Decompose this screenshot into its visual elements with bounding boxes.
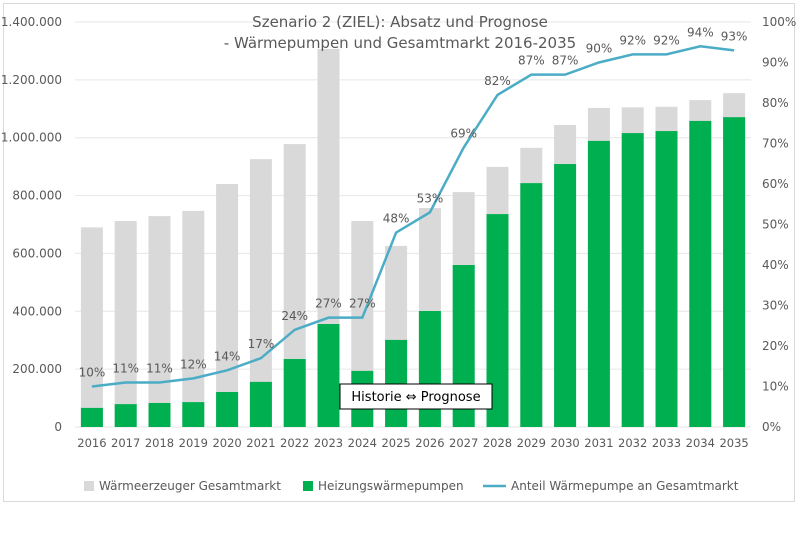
x-tick-label: 2035 bbox=[719, 436, 748, 450]
bar-waermepumpen bbox=[216, 391, 239, 427]
y2-tick-label: 0% bbox=[762, 420, 781, 434]
bar-waermepumpen bbox=[182, 402, 205, 427]
data-label: 94% bbox=[687, 25, 714, 39]
annotation-text: Historie ⇔ Prognose bbox=[351, 390, 480, 405]
x-tick-label: 2021 bbox=[246, 436, 275, 450]
y-tick-label: 800.000 bbox=[12, 189, 62, 203]
x-tick-label: 2022 bbox=[280, 436, 309, 450]
bar-waermepumpen bbox=[148, 402, 171, 427]
bar-gesamtmarkt bbox=[182, 210, 205, 427]
y2-tick-label: 40% bbox=[762, 258, 789, 272]
x-tick-label: 2031 bbox=[584, 436, 613, 450]
data-label: 24% bbox=[281, 309, 308, 323]
data-label: 27% bbox=[315, 297, 342, 311]
y2-tick-label: 60% bbox=[762, 177, 789, 191]
bar-waermepumpen bbox=[249, 381, 272, 427]
data-label: 92% bbox=[653, 33, 680, 47]
data-label: 10% bbox=[79, 366, 106, 380]
data-label: 11% bbox=[146, 361, 173, 375]
x-tick-label: 2023 bbox=[314, 436, 343, 450]
x-tick-label: 2029 bbox=[517, 436, 546, 450]
x-tick-label: 2018 bbox=[145, 436, 174, 450]
data-label: 17% bbox=[248, 337, 275, 351]
y2-tick-label: 30% bbox=[762, 299, 789, 313]
x-tick-label: 2027 bbox=[449, 436, 478, 450]
data-label: 87% bbox=[552, 54, 579, 68]
bar-waermepumpen bbox=[554, 164, 577, 427]
data-label: 87% bbox=[518, 54, 545, 68]
data-label: 69% bbox=[450, 127, 477, 141]
x-tick-label: 2017 bbox=[111, 436, 140, 450]
bar-waermepumpen bbox=[283, 359, 306, 427]
y2-tick-label: 70% bbox=[762, 137, 789, 151]
bar-waermepumpen bbox=[587, 140, 610, 427]
y2-tick-label: 50% bbox=[762, 218, 789, 232]
y-tick-label: 1.000.000 bbox=[1, 131, 62, 145]
data-label: 48% bbox=[383, 212, 410, 226]
x-tick-label: 2024 bbox=[348, 436, 377, 450]
data-label: 92% bbox=[619, 33, 646, 47]
data-label: 27% bbox=[349, 297, 376, 311]
data-label: 14% bbox=[214, 349, 241, 363]
x-tick-label: 2025 bbox=[381, 436, 410, 450]
bar-waermepumpen bbox=[486, 214, 509, 427]
data-label: 53% bbox=[417, 191, 444, 205]
bar-waermepumpen bbox=[114, 404, 137, 427]
y2-tick-label: 10% bbox=[762, 380, 789, 394]
bar-gesamtmarkt bbox=[148, 216, 171, 427]
x-tick-label: 2030 bbox=[550, 436, 579, 450]
data-label: 93% bbox=[721, 29, 748, 43]
y2-tick-label: 80% bbox=[762, 96, 789, 110]
chart-title-line2: - Wärmepumpen und Gesamtmarkt 2016-2035 bbox=[224, 34, 576, 52]
x-tick-label: 2020 bbox=[212, 436, 241, 450]
y-tick-label: 200.000 bbox=[12, 362, 62, 376]
data-label: 11% bbox=[112, 361, 139, 375]
bar-waermepumpen bbox=[385, 339, 408, 427]
y2-tick-label: 100% bbox=[762, 15, 796, 29]
legend-swatch-waermepumpen bbox=[303, 481, 313, 491]
data-label: 90% bbox=[586, 42, 613, 56]
bar-gesamtmarkt bbox=[114, 221, 137, 427]
bar-waermepumpen bbox=[723, 117, 746, 428]
bar-waermepumpen bbox=[621, 133, 644, 428]
chart-frame bbox=[3, 3, 795, 502]
bar-waermepumpen bbox=[689, 120, 712, 427]
y-tick-label: 600.000 bbox=[12, 246, 62, 260]
legend-label: Heizungswärmepumpen bbox=[318, 479, 464, 493]
y-tick-label: 0 bbox=[54, 420, 62, 434]
bar-waermepumpen bbox=[520, 183, 543, 427]
x-tick-label: 2026 bbox=[415, 436, 444, 450]
bar-gesamtmarkt bbox=[216, 184, 239, 427]
y2-tick-label: 90% bbox=[762, 56, 789, 70]
data-label: 82% bbox=[484, 74, 511, 88]
y-tick-label: 400.000 bbox=[12, 304, 62, 318]
bar-gesamtmarkt bbox=[80, 227, 103, 427]
x-tick-label: 2033 bbox=[652, 436, 681, 450]
x-tick-label: 2034 bbox=[686, 436, 715, 450]
bar-waermepumpen bbox=[317, 324, 340, 427]
bar-gesamtmarkt bbox=[283, 144, 306, 428]
chart-title-line1: Szenario 2 (ZIEL): Absatz und Prognose bbox=[252, 13, 548, 31]
bar-waermepumpen bbox=[80, 407, 103, 427]
x-tick-label: 2019 bbox=[179, 436, 208, 450]
legend-label: Wärmeerzeuger Gesamtmarkt bbox=[99, 479, 281, 493]
x-tick-label: 2028 bbox=[483, 436, 512, 450]
annotation-box bbox=[339, 383, 493, 410]
bar-waermepumpen bbox=[655, 131, 678, 427]
x-tick-label: 2016 bbox=[77, 436, 106, 450]
y-tick-label: 1.400.000 bbox=[1, 15, 62, 29]
x-tick-label: 2032 bbox=[618, 436, 647, 450]
y-tick-label: 1.200.000 bbox=[1, 73, 62, 87]
legend-label: Anteil Wärmepumpe an Gesamtmarkt bbox=[511, 479, 739, 493]
y2-tick-label: 20% bbox=[762, 339, 789, 353]
data-label: 12% bbox=[180, 357, 207, 371]
bar-waermepumpen bbox=[418, 310, 441, 427]
legend-swatch-gesamtmarkt bbox=[84, 481, 94, 491]
share-line bbox=[91, 45, 735, 388]
